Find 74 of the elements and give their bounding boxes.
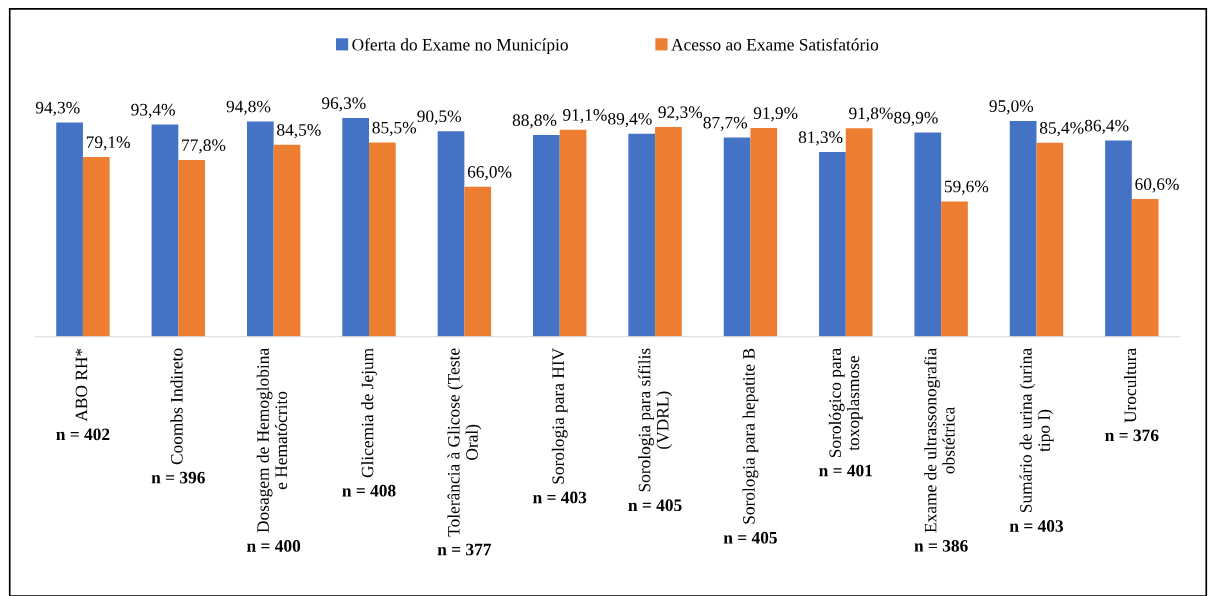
data-label: 94,3%: [35, 101, 80, 116]
text: n = 386: [914, 539, 968, 552]
bar: [1036, 142, 1064, 337]
x-tick-label: Exame de ultrassonografia obstétrica: [924, 348, 955, 533]
bar: [56, 122, 83, 337]
text: n = 403: [1009, 520, 1064, 532]
bar: [1131, 199, 1159, 337]
x-tick-label: Dosagem de Hemoglobina e Hematócrito: [256, 348, 288, 533]
text: n = 402: [56, 428, 110, 441]
legend-label: Acesso ao Exame Satisfatório: [671, 38, 879, 51]
data-label: 96,3%: [321, 97, 366, 112]
bar: [342, 118, 370, 337]
data-label: 95,0%: [989, 100, 1034, 115]
text: n = 408: [342, 484, 396, 497]
bar: [151, 124, 179, 337]
data-label: 85,4%: [1039, 121, 1084, 137]
bar: [178, 160, 205, 337]
bar: [1105, 140, 1132, 337]
x-tick-label: Glicemia de Jejum: [361, 348, 377, 478]
x-tick-label: Urocultura: [1123, 348, 1137, 423]
data-label: 91,1%: [563, 109, 607, 124]
data-label: 79,1%: [86, 136, 130, 151]
x-tick-label: Sorologia para sífilis (VDRL): [638, 348, 673, 492]
bar: [845, 128, 873, 337]
data-label: 91,9%: [753, 107, 798, 122]
bar: [437, 131, 465, 337]
bar: [464, 186, 492, 337]
bar: [369, 142, 396, 337]
bar: [273, 144, 301, 337]
data-label: 89,9%: [894, 111, 938, 126]
bar: [246, 121, 274, 337]
text: n = 401: [819, 464, 873, 477]
text: n = 405: [628, 499, 682, 512]
data-label: 89,4%: [608, 112, 652, 128]
text: n = 403: [533, 491, 587, 504]
bar: [655, 127, 682, 337]
x-tick-label: ABO RH*: [75, 348, 88, 422]
data-label: 87,7%: [703, 116, 748, 131]
text: n = 400: [246, 540, 301, 552]
data-label: 60,6%: [1135, 178, 1179, 193]
x-tick-label: Sorologia para hepatite B: [742, 348, 759, 524]
data-label: 66,0%: [467, 166, 512, 181]
bar: [82, 157, 110, 337]
data-label: 86,4%: [1084, 119, 1129, 134]
text: n = 377: [437, 543, 492, 556]
bar: [1009, 120, 1037, 337]
bar: [533, 135, 560, 337]
data-label: 91,8%: [849, 107, 893, 122]
data-label: 93,4%: [131, 103, 175, 119]
x-tick-label: Coombs Indireto: [170, 348, 183, 465]
text: n = 396: [151, 471, 205, 484]
x-tick-label: Sumário de urina (urina tipo I): [1019, 348, 1054, 513]
data-label: 90,5%: [417, 110, 461, 125]
bar: [628, 133, 656, 337]
data-label: 81,3%: [798, 131, 843, 146]
data-label: 59,6%: [944, 180, 989, 195]
data-label: 77,8%: [182, 139, 226, 154]
bar: [723, 137, 751, 337]
bar: [559, 129, 587, 337]
data-label: 84,5%: [277, 124, 321, 139]
data-label: 85,5%: [372, 121, 417, 136]
x-tick-label: Tolerância à Glicose (Teste Oral): [447, 348, 482, 537]
bar: [750, 128, 778, 337]
data-label: 88,8%: [512, 114, 557, 129]
x-tick-label: Sorologia para HIV: [551, 348, 568, 484]
x-tick-label: Sorológico para toxoplasmose: [828, 348, 863, 458]
bar: [914, 132, 942, 337]
data-label: 94,8%: [226, 100, 271, 115]
data-label: 92,3%: [658, 106, 703, 121]
bar: [941, 201, 968, 337]
legend-label: Oferta do Exame no Município: [352, 38, 568, 55]
bar: [819, 152, 846, 337]
text: n = 405: [723, 531, 777, 544]
text: n = 376: [1105, 429, 1159, 442]
